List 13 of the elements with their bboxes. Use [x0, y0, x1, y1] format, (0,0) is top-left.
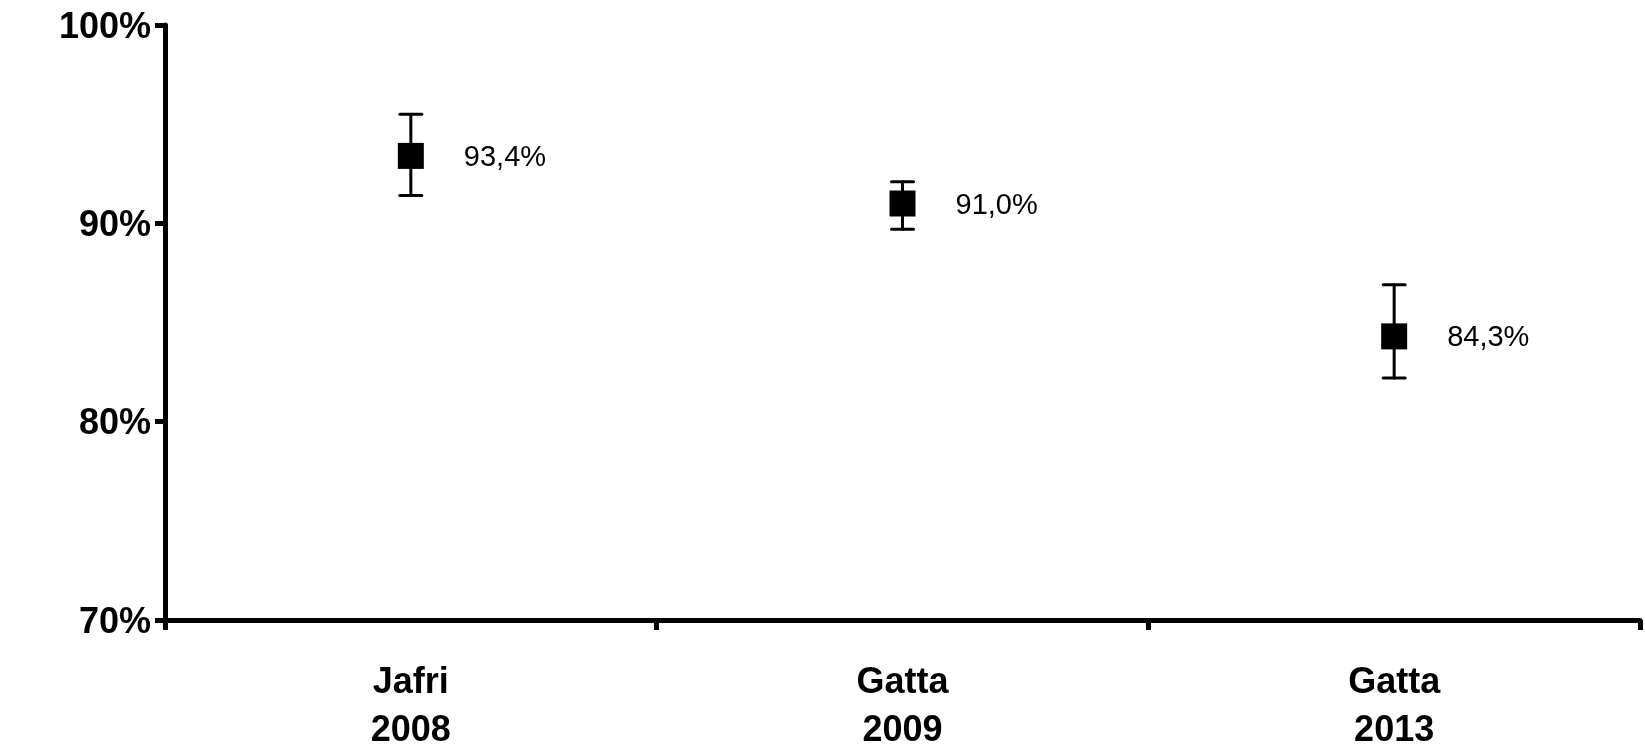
x-tick-label: Jafri 2008: [370, 659, 451, 749]
point: [889, 190, 916, 217]
point: [397, 142, 424, 169]
x-tick-label: Gatta 2009: [856, 659, 950, 749]
y-tick-label: 70%: [78, 599, 151, 641]
data-label: 84,3%: [1447, 320, 1530, 353]
y-tick-label: 100%: [58, 4, 151, 46]
data-label: 91,0%: [955, 187, 1038, 220]
y-tick-label: 90%: [78, 202, 151, 244]
y-tick-label: 80%: [78, 401, 151, 443]
point: [1381, 323, 1408, 350]
x-tick-label: Gatta 2013: [1348, 659, 1442, 749]
data-label: 93,4%: [463, 139, 547, 172]
